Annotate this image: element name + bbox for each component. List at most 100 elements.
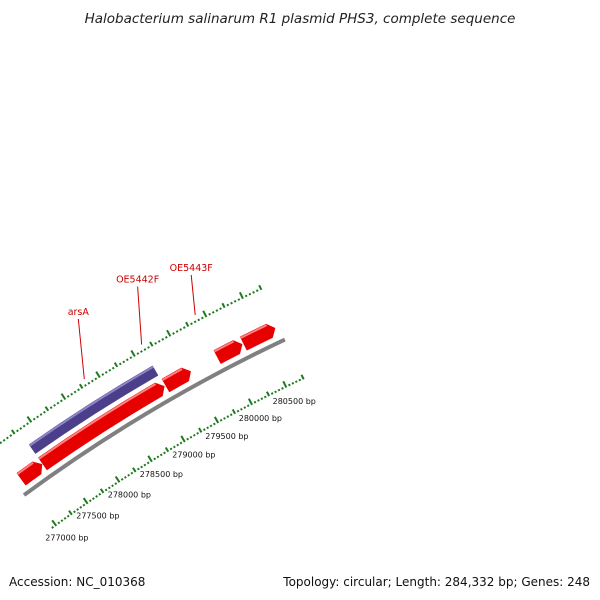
outer-tick-47 [154,342,157,345]
outer-tick-74 [252,291,255,294]
outer-tick-27 [84,384,87,387]
reverse-gene-1[interactable] [28,365,159,454]
inner-tick-71 [282,380,288,389]
gene-features [16,323,276,486]
outer-tick-18 [53,404,56,407]
inner-tick-1 [51,519,58,527]
outer-tick-12 [32,417,36,421]
accession-text: Accession: NC_010368 [9,575,145,589]
forward-gene-2-highlight [38,383,157,460]
outer-tick-24 [73,390,77,394]
inner-tick-12 [88,499,92,503]
outer-tick-73 [248,292,252,296]
scale-ticks [0,284,305,529]
inner-tick-7 [73,510,76,514]
gene-label-3[interactable]: OE5443F [170,263,213,274]
label-leader-1 [77,318,85,380]
forward-gene-3[interactable] [161,367,191,393]
scale-label-277000: 277000 bp [45,534,88,543]
outer-tick-62 [208,312,211,316]
outer-tick-34 [108,368,112,372]
outer-tick-16 [44,406,50,412]
outer-tick-17 [49,406,53,410]
forward-gene-3-highlight [162,368,183,381]
gene-label-2[interactable]: OE5442F [116,274,159,285]
forward-gene-5[interactable] [239,323,276,351]
inner-tick-39 [176,443,180,447]
inner-tick-67 [270,392,274,395]
outer-tick-61 [202,310,208,318]
outer-tick-65 [219,307,222,311]
outer-tick-20 [59,399,63,403]
outer-tick-38 [122,360,126,364]
inner-tick-57 [236,409,240,413]
inner-tick-16 [99,488,105,494]
forward-gene-5-highlight [240,324,268,339]
inner-tick-72 [288,383,291,387]
inner-tick-44 [192,433,196,437]
inner-tick-64 [260,397,264,401]
inner-tick-17 [104,488,108,492]
outer-tick-40 [129,356,133,360]
forward-gene-1-highlight [16,462,34,475]
inner-tick-47 [202,428,206,431]
inner-tick-74 [294,380,298,384]
inner-tick-43 [189,435,193,439]
inner-tick-4 [63,517,67,520]
gene-label-1[interactable]: arsA [68,307,90,318]
inner-tick-45 [196,432,199,435]
outer-tick-75 [255,289,259,292]
map-title: Halobacterium salinarum R1 plasmid PHS3,… [85,11,516,27]
inner-tick-23 [124,475,127,479]
inner-tick-61 [247,398,253,406]
label-leader-3 [190,274,196,316]
inner-tick-15 [98,492,102,496]
outer-tick-45 [147,346,150,349]
outer-tick-50 [164,336,168,339]
scale-label-280000: 280000 bp [239,414,282,423]
outer-tick-46 [149,341,154,347]
outer-tick-56 [185,321,190,328]
outer-tick-33 [104,371,108,374]
outer-tick-70 [237,298,241,301]
inner-tick-18 [107,486,111,490]
inner-tick-25 [130,471,134,475]
outer-tick-3 [2,438,6,442]
outer-tick-29 [90,379,94,383]
inner-tick-68 [274,390,277,394]
outer-tick-49 [161,338,165,341]
outer-tick-52 [172,332,175,335]
inner-tick-22 [120,478,124,481]
inner-tick-13 [92,497,95,500]
inner-tick-32 [153,457,157,461]
outer-tick-63 [211,311,215,314]
outer-tick-25 [77,388,80,392]
inner-tick-59 [243,406,247,409]
outer-tick-53 [175,330,179,333]
inner-tick-70 [281,387,284,390]
forward-gene-4[interactable] [213,340,243,364]
forward-gene-1[interactable] [16,461,43,486]
outer-tick-7 [16,429,19,433]
outer-tick-26 [78,383,84,389]
inner-tick-30 [146,461,150,465]
outer-tick-67 [226,303,230,307]
scale-label-279000: 279000 bp [172,450,215,459]
outer-tick-57 [190,322,193,326]
outer-tick-42 [136,352,140,355]
inner-tick-66 [266,391,271,397]
inner-tick-62 [253,400,257,404]
forward-gene-2[interactable] [37,382,165,471]
outer-tick-54 [179,328,183,331]
inner-tick-6 [68,510,73,516]
inner-tick-24 [127,473,131,477]
scale-label-280500: 280500 bp [273,397,316,406]
scale-label-277500: 277500 bp [76,512,119,521]
outer-tick-41 [130,349,136,357]
inner-tick-27 [136,467,140,471]
outer-tick-58 [193,320,197,324]
outer-tick-28 [87,381,91,385]
scale-label-278500: 278500 bp [140,470,183,479]
outer-tick-37 [118,362,122,366]
